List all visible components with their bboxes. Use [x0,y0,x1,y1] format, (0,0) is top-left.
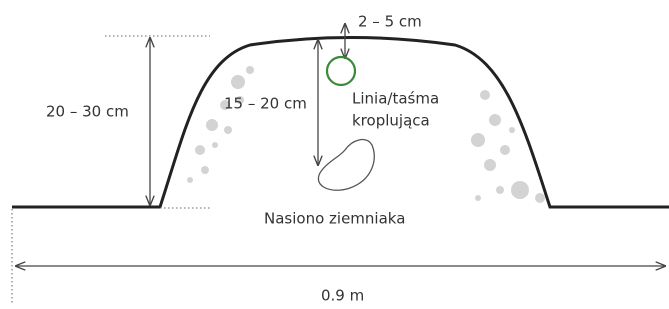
drip-line-icon [327,57,355,85]
seed-depth-label: 15 – 20 cm [224,95,307,113]
guide-lines [12,36,210,305]
drip-line-label: Linia/taśma [352,90,439,108]
stones [187,66,545,203]
drip-line-label: kroplująca [352,112,430,130]
diagram: 2 – 5 cm 20 – 30 cm 15 – 20 cm Linia/taś… [0,0,669,309]
top-depth-label: 2 – 5 cm [358,13,422,31]
width-label: 0.9 m [321,287,364,305]
seed-label: Nasiono ziemniaka [264,210,405,228]
seed-icon [318,140,374,191]
ridge-height-label: 20 – 30 cm [46,103,129,121]
